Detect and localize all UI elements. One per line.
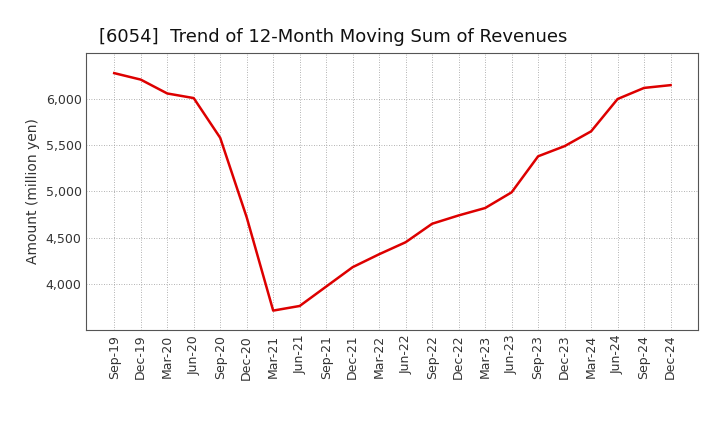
- Text: [6054]  Trend of 12-Month Moving Sum of Revenues: [6054] Trend of 12-Month Moving Sum of R…: [99, 28, 567, 46]
- Y-axis label: Amount (million yen): Amount (million yen): [26, 118, 40, 264]
